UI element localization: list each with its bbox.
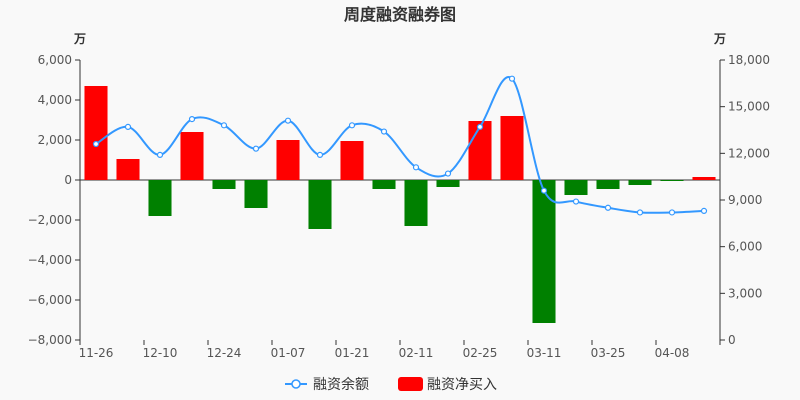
axes [75, 59, 725, 345]
legend-line-label: 融资余额 [313, 376, 369, 393]
series-line [95, 76, 705, 214]
x-tick-label: 02-25 [463, 346, 498, 360]
bar [84, 86, 108, 180]
line-point [412, 164, 420, 171]
bar [532, 180, 556, 323]
line-point [572, 198, 580, 205]
right-tick-label: 0 [728, 333, 736, 347]
left-tick-label: −6,000 [28, 293, 72, 307]
right-tick-label: 15,000 [728, 100, 770, 114]
right-axis-unit: 万 [713, 32, 726, 46]
line-point [476, 123, 484, 130]
left-tick-label: 6,000 [38, 53, 72, 67]
bar [436, 180, 460, 187]
chart-title: 周度融资融券图 [344, 5, 456, 24]
bar [404, 180, 428, 226]
x-tick-label: 03-11 [527, 346, 562, 360]
bar-series [84, 86, 716, 323]
right-tick-label: 12,000 [728, 146, 770, 160]
line-point [188, 116, 196, 123]
left-tick-label: −8,000 [28, 333, 72, 347]
line-point [700, 207, 708, 214]
right-tick-label: 18,000 [728, 53, 770, 67]
bar [276, 140, 300, 180]
line-point [220, 122, 228, 129]
line-point [540, 187, 548, 194]
left-tick-label: 0 [64, 173, 72, 187]
line-point [252, 145, 260, 152]
x-tick-label: 04-08 [655, 346, 690, 360]
line-point [348, 122, 356, 129]
x-tick-label: 01-07 [271, 346, 306, 360]
line-point [508, 75, 516, 82]
x-tick-label: 12-24 [207, 346, 242, 360]
left-tick-label: −4,000 [28, 253, 72, 267]
x-tick-label: 11-26 [79, 346, 114, 360]
line-point [444, 170, 452, 177]
right-tick-label: 3,000 [728, 286, 762, 300]
bar [340, 141, 364, 180]
legend: 融资余额 融资净买入 [285, 376, 497, 393]
x-tick-label: 03-25 [591, 346, 626, 360]
bar [116, 159, 140, 180]
bar [564, 180, 588, 195]
bar [660, 180, 684, 181]
left-tick-label: 2,000 [38, 133, 72, 147]
line-point [380, 128, 388, 135]
left-tick-label: −2,000 [28, 213, 72, 227]
x-tick-label: 02-11 [399, 346, 434, 360]
bar [500, 116, 524, 180]
legend-bar-swatch [398, 377, 423, 391]
bar [212, 180, 236, 189]
bar [308, 180, 332, 229]
bar [692, 177, 716, 180]
bar [148, 180, 172, 216]
tick-labels: 6,000 4,000 2,000 0 −2,000 −4,000 −6,000 −8,000… [28, 53, 770, 360]
line-point [668, 209, 676, 216]
line-point [156, 151, 164, 158]
left-tick-label: 4,000 [38, 93, 72, 107]
line-point [316, 151, 324, 158]
line-point [284, 117, 292, 124]
right-tick-label: 6,000 [728, 240, 762, 254]
legend-bar-label: 融资净买入 [427, 377, 497, 393]
bar [596, 180, 620, 189]
bar [180, 132, 204, 180]
line-point [92, 140, 100, 148]
line-point [604, 204, 612, 211]
bar [628, 180, 652, 185]
line-point [636, 209, 644, 216]
right-tick-label: 9,000 [728, 193, 762, 207]
x-tick-label: 12-10 [143, 346, 178, 360]
bar [372, 180, 396, 189]
line-series [92, 75, 708, 216]
x-tick-label: 01-21 [335, 346, 370, 360]
line-point [124, 123, 132, 130]
left-axis-unit: 万 [73, 32, 86, 46]
legend-line-marker [291, 379, 301, 389]
bar [244, 180, 268, 208]
